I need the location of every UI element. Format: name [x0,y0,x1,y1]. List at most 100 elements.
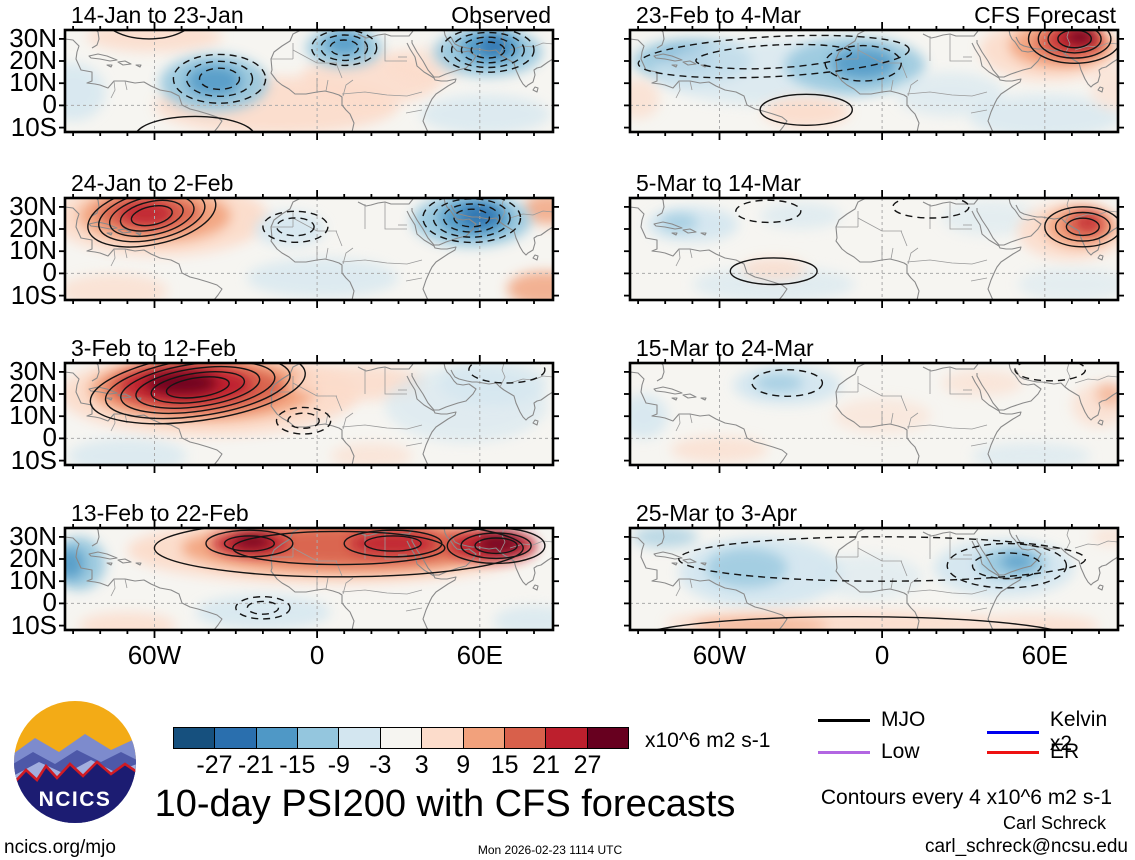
lat-axis-label: 30N [9,22,57,53]
map-panel-forecast-3: 15-Mar to 24-Mar [624,335,1124,473]
panel-title: 14-Jan to 23-Jan [71,2,244,28]
legend-line-low [818,750,870,754]
colorbar-tick-label: 15 [490,751,519,779]
legend-item-low: Low [818,740,920,764]
logo-base [14,762,136,823]
legend-item-mjo: MJO [818,708,925,732]
colorbar-segment [587,728,628,748]
lat-axis-label: 10N [9,67,57,98]
map-svg [624,22,1124,140]
lon-axis-label: 0 [874,640,890,670]
legend-label-kelvin: Kelvin x2 [1049,708,1108,755]
logo-text: NCICS [39,788,112,811]
colorbar-tick-label: 3 [414,751,429,779]
lat-axis-label: 10N [9,400,57,431]
map-panel-forecast-1: 23-Feb to 4-Mar CFS Forecast [624,2,1124,140]
figure-title: 10-day PSI200 with CFS forecasts [154,783,736,825]
lon-axis-label: 0 [309,640,325,670]
lat-axis-label: 10S [10,609,57,640]
panel-title: 13-Feb to 22-Feb [71,500,249,526]
legend-line-mjo [818,718,870,722]
site-url: ncics.org/mjo [4,837,116,858]
panel-title: 3-Feb to 12-Feb [71,335,236,361]
colorbar-tick-label: -21 [237,751,274,779]
lon-axis-label: 60W [127,640,182,670]
timestamp: Mon 2026-02-23 1114 UTC [477,843,623,857]
map-canvas [59,355,559,473]
map-canvas [624,355,1124,473]
lat-axis-label: 0 [42,587,57,618]
panel-title: 23-Feb to 4-Mar [636,2,801,28]
lat-axis-label: 20N [9,213,57,244]
lat-axis-label: 10S [10,279,57,310]
colorbar: -27 -21 -15 -9 -3 3 9 15 21 27 [173,727,629,779]
lat-axis-label: 20N [9,45,57,76]
legend-line-kelvin [987,730,1039,734]
legend-item-kelvin: Kelvin x2 [987,708,1135,756]
lat-axis-label: 10N [9,565,57,596]
map-panel-observed-1: 14-Jan to 23-Jan Observed 30N 20N 10N 0 10S [9,2,559,141]
panel-title: 25-Mar to 3-Apr [636,500,798,526]
map-svg [624,520,1124,638]
panel-title: 15-Mar to 24-Mar [636,335,814,361]
colorbar-tick-label: -15 [279,751,316,779]
colorbar-tick-label: -3 [369,751,392,779]
ncics-logo: NCICS [14,701,136,823]
lat-axis-label: 30N [9,355,57,386]
map-svg [59,190,559,308]
map-panel-forecast-2: 5-Mar to 14-Mar [624,170,1124,308]
colorbar-segment [298,728,340,748]
lat-axis-label: 10N [9,235,57,266]
colorbar-segment [546,728,588,748]
colorbar-tick-label: -27 [196,751,233,779]
lon-axis-label: 60E [1021,640,1068,670]
lat-axis-label: 0 [42,89,57,120]
map-svg [624,355,1124,473]
lat-axis-label: 10S [10,111,57,142]
map-canvas [59,520,559,638]
lat-axis-label: 30N [9,190,57,221]
lat-axis-label: 30N [9,520,57,551]
legend-label-low: Low [881,740,920,763]
map-svg [59,520,559,638]
colorbar-units-label: x10^6 m2 s-1 [645,729,771,752]
contour-interval-note: Contours every 4 x10^6 m2 s-1 [820,786,1112,809]
panel-tag-observed: Observed [451,2,551,28]
lon-axis-label: 60W [692,640,747,670]
map-panel-forecast-4: 25-Mar to 3-Apr 60W 0 60E [624,500,1124,670]
map-svg [59,355,559,473]
map-panel-observed-3: 3-Feb to 12-Feb 30N 20N 10N 0 10S [9,335,559,474]
colorbar-segment [174,728,216,748]
lat-axis-label: 0 [42,257,57,288]
colorbar-segment [215,728,257,748]
colorbar-segment [339,728,381,748]
legend-label-er: ER [1050,740,1080,763]
panel-title: 5-Mar to 14-Mar [636,170,801,196]
colorbar-tick-label: 9 [456,751,471,779]
author-credit: Carl Schreck [1002,813,1106,833]
colorbar-tick-label: -9 [327,751,350,779]
colorbar-segment [256,728,299,748]
lat-axis-label: 0 [42,422,57,453]
map-canvas [624,520,1124,638]
map-svg [59,22,559,140]
lat-axis-label: 10S [10,444,57,475]
colorbar-segment [380,728,423,748]
map-canvas [59,22,559,140]
colorbar-segment [463,728,505,748]
logo-ridge-line [14,760,136,785]
map-canvas [624,190,1124,308]
map-panel-observed-2: 24-Jan to 2-Feb 30N 20N 10N 0 10S [9,170,559,309]
map-canvas [624,22,1124,140]
colorbar-tick-label: 21 [532,751,560,779]
lat-axis-label: 20N [9,543,57,574]
legend-item-er: ER [987,740,1079,764]
panel-title: 24-Jan to 2-Feb [71,170,234,196]
legend-label-mjo: MJO [881,708,926,731]
colorbar-segment [504,728,547,748]
author-email: carl_schreck@ncsu.edu [924,836,1128,857]
legend-line-er [987,750,1039,754]
colorbar-bar [173,727,629,749]
map-panel-observed-4: 13-Feb to 22-Feb 30N 20N 10N 0 10S 60W 0 60E [9,500,559,670]
